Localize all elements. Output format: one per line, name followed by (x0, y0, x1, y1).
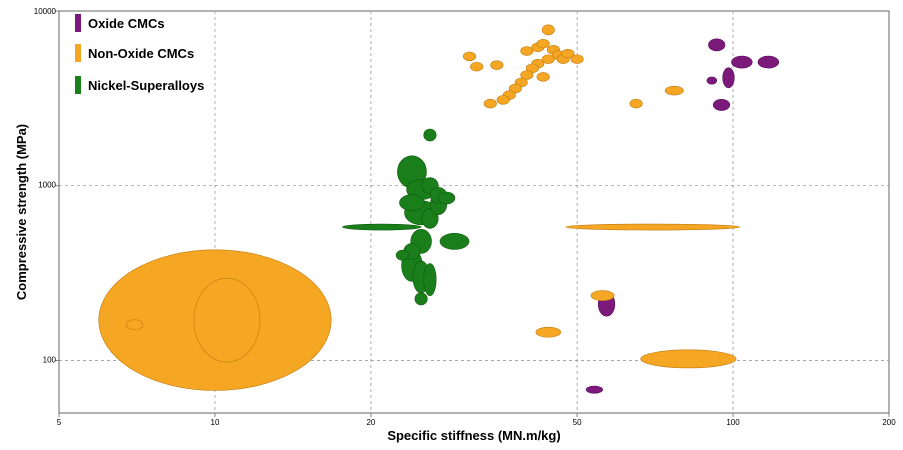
bubble-point (126, 319, 144, 331)
bubble-point (462, 51, 477, 62)
bubble-point (708, 38, 726, 52)
bubble-point (629, 98, 643, 109)
legend-label: Oxide CMCs (88, 16, 165, 31)
x-tick-label: 10 (211, 418, 220, 427)
bubble-point (536, 72, 550, 82)
bubble-point (722, 67, 735, 89)
bubble-point (483, 98, 497, 109)
series-non-oxide-cmcs (98, 24, 741, 391)
bubble-point (508, 83, 522, 94)
bubble-point (541, 24, 555, 36)
x-tick-label: 200 (882, 418, 896, 427)
bubble-point (423, 128, 437, 142)
bubble-point (757, 55, 780, 69)
bubble-layer (98, 24, 780, 394)
y-tick-label: 100 (43, 355, 57, 364)
bubble-point (490, 60, 504, 70)
bubble-point (414, 292, 428, 306)
bubble-point (565, 223, 741, 231)
bubble-point (520, 70, 534, 80)
bubble-point (496, 95, 510, 105)
legend: Oxide CMCs Non-Oxide CMCs Nickel-Superallo… (75, 14, 204, 94)
bubble-outline (193, 277, 261, 363)
legend-label: Nickel-Superalloys (88, 78, 204, 93)
bubble-point (731, 55, 753, 69)
bubble-point (535, 326, 562, 338)
bubble-point (561, 48, 575, 59)
y-tick-label: 1000 (38, 181, 56, 190)
bubble-point (706, 76, 718, 85)
bubble-point (664, 85, 684, 96)
legend-swatch (75, 14, 81, 32)
bubble-point (98, 249, 332, 391)
bubble-point (570, 54, 584, 64)
x-tick-label: 50 (573, 418, 582, 427)
bubble-point (439, 233, 470, 250)
x-tick-label: 20 (366, 418, 375, 427)
bubble-point (712, 98, 731, 111)
x-tick-label: 5 (57, 418, 62, 427)
bubble-point (395, 249, 409, 261)
legend-swatch (75, 76, 81, 94)
legend-swatch (75, 44, 81, 62)
bubble-point (438, 191, 456, 205)
bubble-point (423, 263, 437, 297)
legend-label: Non-Oxide CMCs (88, 46, 194, 61)
y-tick-label: 10000 (34, 7, 57, 16)
y-axis-title: Compressive strength (MPa) (14, 124, 29, 300)
bubble-point (470, 61, 484, 72)
x-axis-title: Specific stiffness (MN.m/kg) (387, 428, 560, 443)
x-tick-label: 100 (726, 418, 740, 427)
bubble-point (536, 38, 550, 49)
tick-layer: 5 10 20 50 100 200 100 1000 10000 (34, 7, 896, 427)
bubble-point (520, 46, 534, 56)
bubble-point (585, 385, 603, 394)
bubble-point (640, 349, 737, 369)
bubble-point (590, 290, 615, 301)
series-nickel-superalloys (342, 128, 470, 306)
bubble-point (399, 194, 425, 211)
bubble-point (342, 223, 422, 231)
bubble-point (541, 54, 555, 64)
series-oxide-cmcs (585, 38, 780, 394)
